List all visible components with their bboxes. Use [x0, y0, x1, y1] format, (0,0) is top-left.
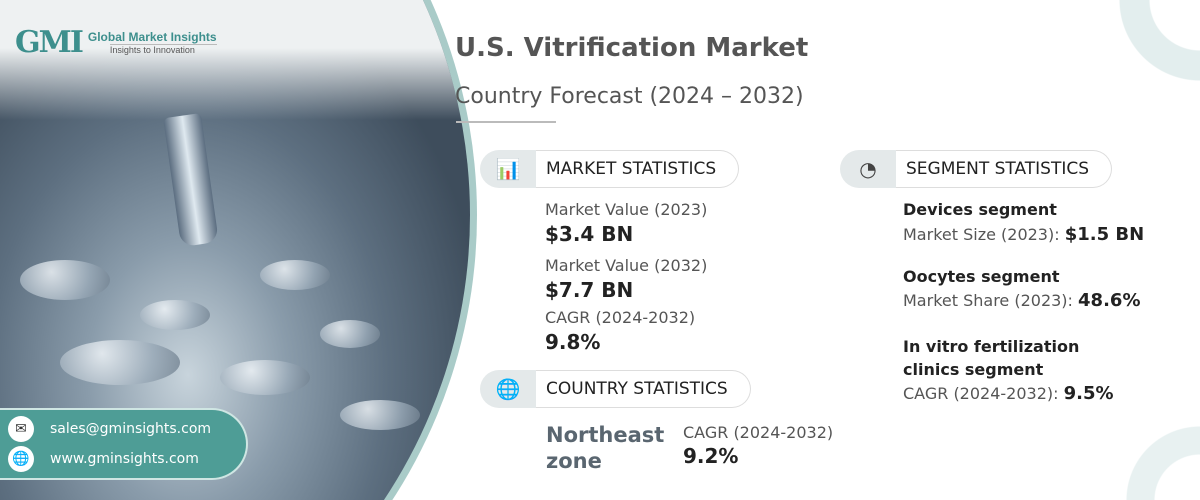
country-region: Northeast zone	[546, 423, 665, 473]
pie-chart-icon: ◔	[840, 150, 896, 188]
website-link[interactable]: 🌐 www.gminsights.com	[8, 446, 199, 472]
decorative-ring	[1100, 410, 1200, 500]
segment-metric: Market Share (2023): 48.6%	[903, 290, 1141, 311]
droplet	[220, 360, 310, 395]
stat-value: $7.7 BN	[545, 278, 634, 302]
droplet	[60, 340, 180, 385]
chart-globe-icon: 📊	[480, 150, 536, 188]
stat-value: $3.4 BN	[545, 222, 634, 246]
page-subtitle: Country Forecast (2024 – 2032)	[455, 84, 804, 109]
globe-icon: 🌐	[480, 370, 536, 408]
decorative-ring	[1080, 0, 1200, 120]
page-title: U.S. Vitrification Market	[455, 33, 809, 63]
droplet	[320, 320, 380, 348]
segment-metric: CAGR (2024-2032): 9.5%	[903, 383, 1114, 404]
email-link[interactable]: ✉ sales@gminsights.com	[8, 416, 211, 442]
globe-icon: 🌐	[8, 446, 34, 472]
contact-box: ✉ sales@gminsights.com 🌐 www.gminsights.co…	[0, 408, 248, 480]
mail-icon: ✉	[8, 416, 34, 442]
segment-name: Oocytes segment	[903, 267, 1060, 286]
droplet	[340, 400, 420, 430]
droplet	[20, 260, 110, 300]
divider	[456, 121, 556, 123]
stat-label: CAGR (2024-2032)	[545, 308, 696, 327]
hero-image-fade	[0, 0, 470, 120]
stat-label: Market Value (2023)	[545, 200, 708, 219]
segment-statistics-header: ◔ SEGMENT STATISTICS	[840, 150, 1113, 188]
gmi-logo: GMI Global Market Insights Insights to In…	[15, 25, 217, 60]
droplet	[260, 260, 330, 290]
segment-name: In vitro fertilization clinics segment	[903, 337, 1080, 379]
country-statistics-header: 🌐 COUNTRY STATISTICS	[480, 370, 751, 408]
droplet	[140, 300, 210, 330]
stat-value: 9.8%	[545, 330, 601, 354]
vial-image	[163, 112, 219, 248]
stat-label: CAGR (2024-2032)	[683, 423, 834, 442]
stat-value: 9.2%	[683, 444, 739, 468]
segment-name: Devices segment	[903, 200, 1057, 219]
segment-metric: Market Size (2023): $1.5 BN	[903, 224, 1145, 245]
stat-label: Market Value (2032)	[545, 256, 708, 275]
market-statistics-header: 📊 MARKET STATISTICS	[480, 150, 740, 188]
